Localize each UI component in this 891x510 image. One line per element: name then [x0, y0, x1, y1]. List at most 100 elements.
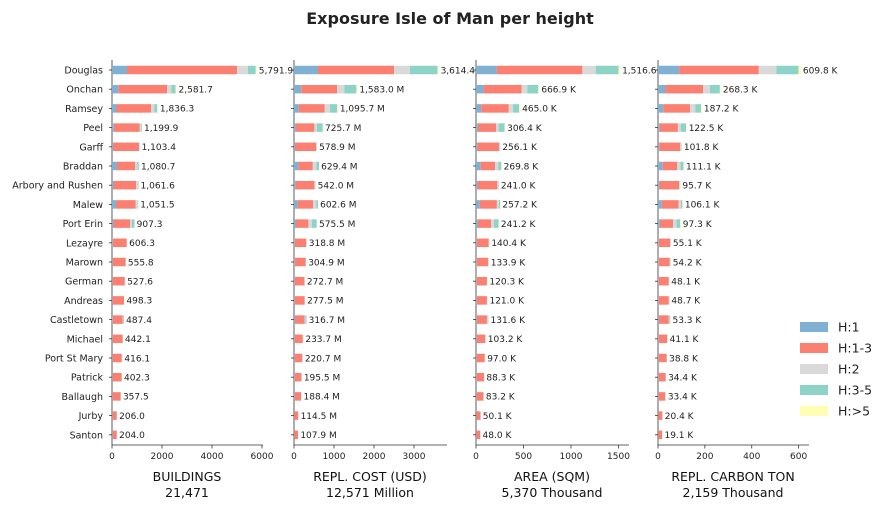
- bar-segment: [476, 161, 481, 171]
- bar-segment: [356, 84, 358, 94]
- bar-value-label: 527.6: [127, 278, 153, 288]
- bar-value-label: 83.2 K: [486, 393, 516, 403]
- bar-segment: [658, 257, 670, 267]
- bar-segment: [112, 315, 113, 324]
- category-label: German: [65, 277, 103, 288]
- panel-xlabel: BUILDINGS: [153, 469, 222, 484]
- bar-value-label: 107.9 M: [300, 431, 336, 441]
- bar-segment: [658, 257, 659, 267]
- bar-segment: [658, 315, 669, 324]
- bar-segment: [167, 84, 172, 94]
- bar-value-label: 195.5 M: [304, 374, 340, 384]
- bar-segment: [481, 104, 509, 113]
- bar-segment: [113, 142, 139, 152]
- category-label: Santon: [70, 430, 103, 441]
- bar-segment: [658, 334, 659, 344]
- bar-segment: [719, 84, 721, 94]
- bar-segment: [476, 276, 487, 286]
- bar-segment: [112, 430, 113, 440]
- bar-segment: [151, 104, 155, 113]
- bar-segment: [137, 200, 139, 209]
- x-tick-label: 0: [473, 452, 479, 462]
- bar-segment: [344, 84, 357, 94]
- bar-segment: [410, 65, 438, 75]
- bar-value-label: 48.0 K: [483, 431, 513, 441]
- x-tick-label: 4000: [201, 452, 224, 462]
- bar-segment: [673, 219, 677, 228]
- bar-value-label: 188.4 M: [304, 393, 340, 403]
- bar-segment: [679, 180, 680, 190]
- bar-value-label: 629.4 M: [321, 162, 357, 172]
- bar-segment: [483, 84, 522, 94]
- bar-segment: [658, 200, 662, 209]
- bar-segment: [301, 84, 338, 94]
- bar-segment: [680, 123, 687, 132]
- bar-segment: [476, 372, 484, 382]
- bar-segment: [330, 104, 338, 113]
- x-tick-label: 0: [655, 452, 661, 462]
- bar-segment: [112, 219, 114, 228]
- bar-segment: [112, 334, 113, 344]
- bar-segment: [476, 142, 478, 152]
- bar-value-label: 907.3: [137, 220, 163, 230]
- bar-value-label: 241.0 K: [501, 182, 537, 192]
- bar-segment: [476, 334, 477, 344]
- bar-segment: [496, 200, 499, 209]
- category-label: Port St Mary: [45, 354, 104, 365]
- bar-segment: [294, 180, 296, 190]
- panel-total: 12,571 Million: [326, 485, 414, 500]
- bar-segment: [127, 65, 237, 75]
- bar-segment: [113, 180, 136, 190]
- bar-segment: [701, 104, 702, 113]
- bar-segment: [476, 200, 480, 209]
- bar-segment: [618, 65, 621, 75]
- bar-segment: [661, 200, 679, 209]
- bar-segment: [527, 84, 539, 94]
- bar-value-label: 1,836.3: [160, 105, 194, 115]
- bar-value-label: 53.3 K: [672, 316, 702, 326]
- bar-segment: [394, 65, 410, 75]
- bar-value-label: 54.2 K: [673, 258, 703, 268]
- bar-segment: [658, 296, 669, 305]
- bar-value-label: 316.7 M: [309, 316, 345, 326]
- x-tick-label: 600: [790, 452, 807, 462]
- bar-segment: [116, 104, 151, 113]
- bar-segment: [138, 180, 139, 190]
- bar-segment: [476, 257, 477, 267]
- bar-segment: [294, 257, 306, 267]
- bar-value-label: 121.0 K: [489, 297, 525, 307]
- x-tick-label: 3000: [403, 452, 426, 462]
- x-tick-label: 200: [696, 452, 713, 462]
- bar-segment: [658, 219, 660, 228]
- bar-segment: [658, 276, 669, 286]
- bar-segment: [658, 392, 666, 401]
- bar-value-label: 1,095.7 M: [340, 105, 385, 115]
- bar-segment: [508, 104, 514, 113]
- bar-value-label: 498.3: [126, 297, 152, 307]
- bar-segment: [658, 238, 671, 248]
- bar-segment: [477, 142, 499, 152]
- bar-value-label: 304.9 M: [308, 258, 344, 268]
- bar-segment: [294, 392, 301, 401]
- bar-segment: [658, 161, 663, 171]
- legend-swatch: [800, 364, 828, 374]
- bar-segment: [112, 296, 124, 305]
- bar-segment: [112, 65, 127, 75]
- bar-segment: [658, 142, 660, 152]
- bar-segment: [496, 65, 583, 75]
- legend-label: H:1: [838, 320, 860, 335]
- bar-value-label: 1,583.0 M: [359, 86, 404, 96]
- bar-segment: [476, 238, 489, 248]
- bar-value-label: 19.1 K: [664, 431, 694, 441]
- bar-segment: [668, 315, 670, 324]
- bar-segment: [476, 219, 478, 228]
- bar-segment: [658, 411, 663, 420]
- category-label: Michael: [67, 334, 103, 345]
- bar-segment: [295, 315, 305, 324]
- bar-segment: [294, 238, 295, 248]
- bar-segment: [519, 104, 521, 113]
- bar-segment: [112, 392, 121, 401]
- bar-value-label: 241.2 K: [501, 220, 537, 230]
- bar-segment: [316, 161, 319, 171]
- bar-segment: [477, 219, 492, 228]
